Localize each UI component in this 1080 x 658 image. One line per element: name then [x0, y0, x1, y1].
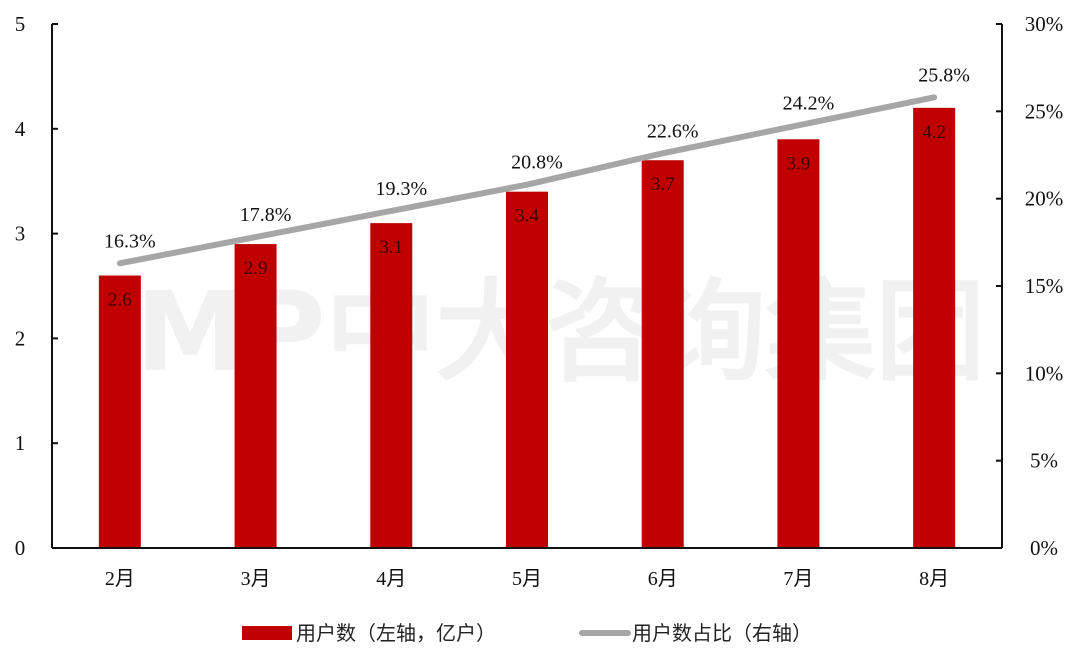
right-axis-tick-label: 5% [1030, 449, 1058, 473]
bar-value-label: 2.6 [108, 290, 132, 311]
bar [506, 191, 548, 548]
line-series: 16.3% 17.8% 19.3% 20.8% 22.6% 24.2% 25.8% [104, 64, 970, 267]
bar-value-label: 2.9 [244, 258, 268, 279]
line-value-label: 24.2% [783, 92, 835, 114]
line-value-label: 25.8% [918, 64, 970, 86]
right-axis-tick-label: 20% [1025, 187, 1064, 211]
legend-line-label: 用户数占比（右轴） [632, 621, 812, 645]
bar [234, 244, 277, 548]
x-axis-category-label: 2月 [105, 568, 135, 590]
bar-value-label: 3.7 [651, 174, 675, 195]
left-axis-tick-label: 4 [15, 117, 26, 141]
right-axis-tick-label: 15% [1025, 274, 1064, 298]
x-axis-category-label: 5月 [512, 568, 542, 590]
right-axis-tick-label: 25% [1025, 99, 1064, 123]
right-axis-tick-label: 10% [1025, 361, 1064, 385]
x-axis-category-label: 6月 [648, 568, 678, 590]
legend: 用户数（左轴，亿户） 用户数占比（右轴） [242, 621, 812, 645]
x-axis-category-label: 4月 [376, 568, 406, 590]
share-line [116, 94, 938, 267]
bar [370, 223, 413, 548]
bar [641, 160, 684, 549]
bar [913, 107, 956, 548]
x-axis-category-label: 8月 [919, 568, 949, 590]
line-value-label: 22.6% [647, 120, 699, 142]
right-axis-tick-label: 0% [1030, 536, 1058, 560]
legend-bar-swatch [242, 626, 292, 640]
left-axis-tick-label: 1 [15, 431, 26, 455]
legend-bar-label: 用户数（左轴，亿户） [296, 621, 496, 645]
line-value-label: 16.3% [104, 230, 156, 252]
bar-value-label: 3.9 [787, 153, 811, 174]
bar-value-label: 4.2 [922, 122, 946, 143]
line-value-label: 20.8% [511, 152, 563, 174]
x-axis-category-label: 3月 [241, 568, 271, 590]
bar-series: 2.6 2.9 3.1 3.4 3.7 3.9 4.2 [98, 107, 956, 549]
x-axis-category-label: 7月 [783, 568, 813, 590]
right-axis-tick-label: 30% [1025, 12, 1064, 36]
line-value-label: 17.8% [240, 204, 292, 226]
bar [98, 275, 141, 548]
bar [777, 139, 820, 548]
line-value-label: 19.3% [375, 178, 427, 200]
bar-value-label: 3.4 [515, 206, 539, 227]
left-axis-tick-label: 2 [15, 326, 26, 350]
left-axis-tick-label: 0 [15, 536, 26, 560]
bar-value-label: 3.1 [379, 237, 403, 258]
axes: 0 1 2 3 4 5 0% 5% 10% 15% 20% 25% 30% 2月 3月 4月 5月 6月 7月 8月 [15, 12, 1064, 590]
left-axis-tick-label: 5 [15, 12, 26, 36]
left-axis-tick-label: 3 [15, 222, 26, 246]
